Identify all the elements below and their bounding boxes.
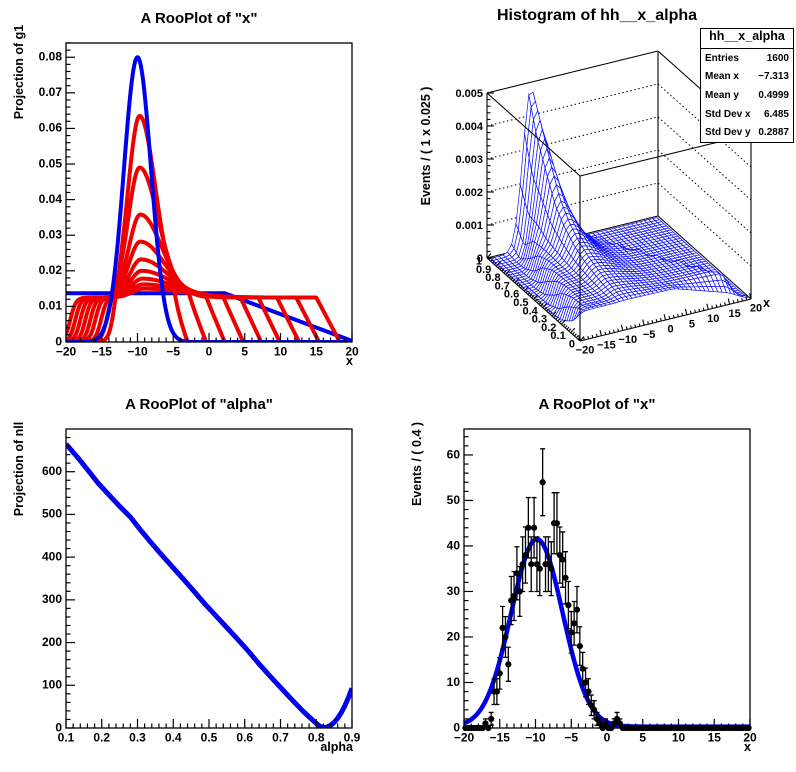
pad-title: A RooPlot of "x" xyxy=(140,10,258,27)
stats-row-mean-x: Mean x −7.313 xyxy=(705,71,789,83)
plot-rooplot-x-datafit[interactable] xyxy=(398,386,796,772)
x-axis-title: x xyxy=(763,296,770,310)
stats-box: hh__x_alpha Entries 1600 Mean x −7.313 M… xyxy=(700,28,794,143)
x-axis-title: x xyxy=(744,740,751,754)
stats-title: hh__x_alpha xyxy=(701,29,793,49)
z-axis-title: Events / ( 1 x 0.025 ) xyxy=(419,86,433,206)
pad-title: A RooPlot of "x" xyxy=(538,396,656,413)
stats-row-stddev-y: Std Dev y 0.2887 xyxy=(705,127,789,139)
y-axis-title: Events / ( 0.4 ) xyxy=(410,421,424,507)
stats-row-entries: Entries 1600 xyxy=(705,52,789,64)
pad-bottom-left: A RooPlot of "alpha" Projection of nll a… xyxy=(0,386,398,772)
y-axis-title: Projection of g1 xyxy=(12,24,26,120)
stats-row-stddev-x: Std Dev x 6.485 xyxy=(705,108,789,120)
x-axis-title: alpha xyxy=(320,740,353,754)
pad-top-right: Histogram of hh__x_alpha Events / ( 1 x … xyxy=(398,0,796,386)
pad-top-left: A RooPlot of "x" Projection of g1 x xyxy=(0,0,398,386)
pad-title: A RooPlot of "alpha" xyxy=(125,396,273,413)
x-axis-title: x xyxy=(346,354,353,368)
plot-rooplot-x-curves[interactable] xyxy=(0,0,398,386)
pad-title: Histogram of hh__x_alpha xyxy=(496,7,698,24)
pad-bottom-right: A RooPlot of "x" Events / ( 0.4 ) x xyxy=(398,386,796,772)
y-axis-title: Projection of nll xyxy=(12,421,26,517)
plot-rooplot-alpha-nll[interactable] xyxy=(0,386,398,772)
stats-row-mean-y: Mean y 0.4999 xyxy=(705,89,789,101)
